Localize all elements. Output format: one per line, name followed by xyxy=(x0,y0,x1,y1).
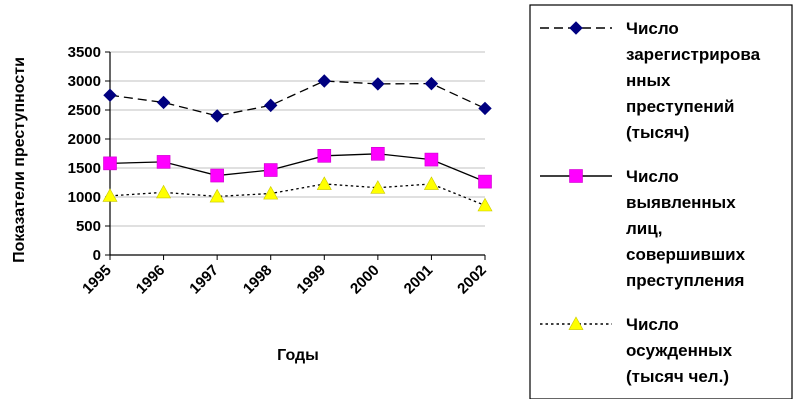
legend-marker xyxy=(569,21,583,35)
data-point xyxy=(370,180,386,194)
data-point xyxy=(102,188,118,202)
legend-box xyxy=(529,4,793,399)
series-line xyxy=(109,80,486,117)
legend-label: зарегистрирова xyxy=(626,45,761,64)
legend-label: нных xyxy=(626,71,671,90)
data-point xyxy=(156,155,171,169)
legend-entry-3: Число осужденных (тысяч чел.) xyxy=(540,315,733,386)
data-point xyxy=(477,197,493,212)
x-tick-label: 1998 xyxy=(240,262,276,298)
series-line xyxy=(109,153,486,183)
legend-entry-2: Число выявленных лиц, совершивших преступлен… xyxy=(540,167,746,290)
legend: Число зарегистрирова нных преступений (тысяч… xyxy=(529,4,793,399)
x-tick-label: 2001 xyxy=(401,262,437,298)
x-tick-label: 1999 xyxy=(293,262,329,298)
axes xyxy=(105,51,486,260)
y-tick-label: 2500 xyxy=(68,102,101,119)
legend-label: совершивших xyxy=(626,245,746,264)
series-1 xyxy=(103,74,492,123)
y-tick-label: 3000 xyxy=(68,73,101,90)
y-tick-label: 2000 xyxy=(68,131,101,148)
y-tick-label: 1000 xyxy=(68,189,101,206)
x-tick-label: 2000 xyxy=(347,262,383,298)
data-point xyxy=(156,184,172,199)
data-point xyxy=(103,88,117,102)
data-point xyxy=(371,146,385,161)
x-axis-title: Годы xyxy=(277,347,319,364)
legend-label: лиц, xyxy=(626,219,662,238)
data-point xyxy=(424,76,439,91)
legend-label: осужденных xyxy=(626,341,733,360)
data-point xyxy=(210,168,224,183)
data-point xyxy=(209,188,225,203)
legend-label: (тысяч) xyxy=(626,123,689,142)
data-point xyxy=(478,101,492,116)
legend-label: выявленных xyxy=(626,193,736,212)
data-point xyxy=(478,174,492,189)
y-axis-title: Показатели преступности xyxy=(11,57,28,263)
legend-marker xyxy=(568,316,584,330)
data-point xyxy=(263,185,279,200)
data-point xyxy=(263,163,278,177)
x-tick-label: 2002 xyxy=(454,262,490,298)
data-point xyxy=(316,176,332,190)
series-line xyxy=(109,183,486,207)
legend-label: преступений xyxy=(626,97,734,116)
legend-label: Число xyxy=(626,19,679,38)
y-tick-label: 1500 xyxy=(68,160,101,177)
gridlines xyxy=(110,51,485,227)
x-tick-label: 1995 xyxy=(79,262,115,298)
series-2 xyxy=(103,146,492,189)
data-point xyxy=(317,149,332,163)
data-point xyxy=(423,176,439,190)
series-layer xyxy=(102,74,493,212)
data-point xyxy=(317,74,331,88)
data-point xyxy=(424,152,439,167)
legend-marker xyxy=(569,169,583,183)
legend-label: преступления xyxy=(626,271,744,290)
x-tick-label: 1996 xyxy=(133,262,169,298)
y-tick-label: 3500 xyxy=(68,44,101,61)
legend-label: Число xyxy=(626,315,679,334)
data-point xyxy=(264,98,278,113)
data-point xyxy=(103,156,117,171)
data-point xyxy=(210,109,224,123)
y-tick-label: 0 xyxy=(93,247,101,264)
x-tick-label: 1997 xyxy=(186,262,222,298)
data-point xyxy=(371,77,385,91)
data-point xyxy=(156,95,171,110)
legend-entry-1: Число зарегистрирова нных преступений (тысяч… xyxy=(540,19,761,142)
legend-label: Число xyxy=(626,167,679,186)
y-tick-label: 500 xyxy=(76,218,101,235)
legend-label: (тысяч чел.) xyxy=(626,367,729,386)
series-3 xyxy=(102,176,493,212)
